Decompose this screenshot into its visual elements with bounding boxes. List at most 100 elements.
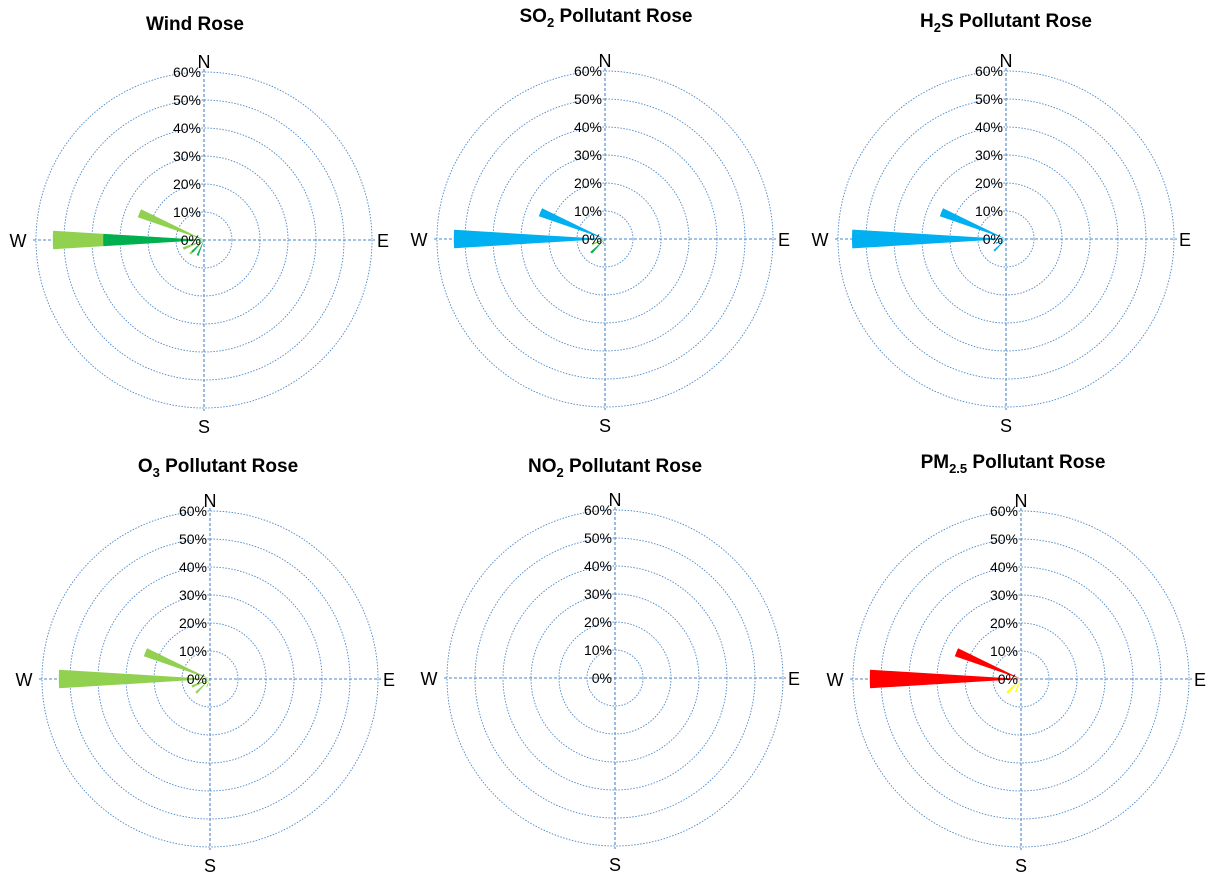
radial-tick-label: 20% xyxy=(990,615,1018,631)
rose-bar-s3-2 xyxy=(1014,679,1021,693)
radial-tick-label: 30% xyxy=(173,148,201,164)
radial-tick-label: 0% xyxy=(998,671,1018,687)
rose-chart-1: Wind Rose 0% 10% 20% 30% 40% 50% 60%N E S W xyxy=(10,14,390,437)
rose-chart-3: H2S Pollutant Rose 0% 10% 20% 30% 40% 50% 60%N E… xyxy=(812,11,1192,436)
grid-ring xyxy=(41,510,379,848)
rose-bar-s1-2 xyxy=(538,208,605,239)
chart-title-subscript: 2 xyxy=(547,15,554,30)
radial-tick-label: 40% xyxy=(179,559,207,575)
radial-tick-label: 10% xyxy=(179,643,207,659)
direction-label-n: N xyxy=(204,491,217,511)
radial-tick-label: 50% xyxy=(173,92,201,108)
radial-tick-label: 0% xyxy=(592,670,612,686)
direction-label-s: S xyxy=(204,856,216,876)
direction-label-n: N xyxy=(609,490,622,510)
direction-label-n: N xyxy=(599,51,612,71)
direction-label-w: W xyxy=(411,230,428,250)
rose-bar-s1-2 xyxy=(939,208,1006,239)
radial-tick-label: 40% xyxy=(574,119,602,135)
radial-tick-label: 30% xyxy=(584,586,612,602)
rose-bar-s1-1 xyxy=(58,669,211,689)
chart-title: H2S Pollutant Rose xyxy=(920,11,1092,35)
radial-tick-label: 50% xyxy=(574,91,602,107)
radial-tick-label: 20% xyxy=(173,176,201,192)
chart-title-subscript: 2 xyxy=(934,20,941,35)
radial-tick-label: 60% xyxy=(173,64,201,80)
chart-title: SO2 Pollutant Rose xyxy=(520,6,693,30)
radial-tick-label: 10% xyxy=(975,203,1003,219)
direction-label-s: S xyxy=(1000,416,1012,436)
direction-label-n: N xyxy=(1000,51,1013,71)
rose-bar-s2-1 xyxy=(103,233,204,247)
grid-ring xyxy=(446,509,784,847)
direction-label-n: N xyxy=(198,52,211,72)
chart-title-rest: Pollutant Rose xyxy=(160,456,298,477)
direction-label-e: E xyxy=(788,669,800,689)
radial-tick-label: 60% xyxy=(179,503,207,519)
rose-chart-4: O3 Pollutant Rose 0% 10% 20% 30% 40% 50% 60%N E S… xyxy=(16,456,396,876)
radial-tick-label: 60% xyxy=(990,503,1018,519)
rose-chart-6: PM2.5 Pollutant Rose 0% 10% 20% 30% 40% 50% 60%… xyxy=(827,452,1207,876)
chart-title-subscript: 3 xyxy=(153,465,160,480)
rose-bar-s1-2 xyxy=(954,648,1021,679)
direction-label-w: W xyxy=(16,670,33,690)
rose-bar-s1-4 xyxy=(195,679,210,694)
radial-tick-label: 0% xyxy=(187,671,207,687)
direction-label-w: W xyxy=(827,670,844,690)
chart-title-rest: Pollutant Rose xyxy=(564,456,702,477)
direction-label-w: W xyxy=(812,230,829,250)
rose-bar-s1-3 xyxy=(182,240,204,250)
radial-tick-label: 40% xyxy=(584,558,612,574)
chart-title-main: O xyxy=(138,456,153,477)
radial-tick-label: 60% xyxy=(584,502,612,518)
radial-tick-label: 0% xyxy=(181,232,201,248)
radial-tick-label: 20% xyxy=(975,175,1003,191)
chart-title-rest: S Pollutant Rose xyxy=(941,11,1092,32)
chart-title: O3 Pollutant Rose xyxy=(138,456,298,480)
radial-tick-label: 30% xyxy=(179,587,207,603)
radial-tick-label: 20% xyxy=(584,614,612,630)
rose-bar-s3-3 xyxy=(602,239,605,245)
radial-tick-label: 0% xyxy=(582,231,602,247)
direction-label-e: E xyxy=(377,231,389,251)
radial-tick-label: 50% xyxy=(584,530,612,546)
chart-title-subscript: 2 xyxy=(556,465,563,480)
radial-tick-label: 0% xyxy=(983,231,1003,247)
radial-tick-label: 30% xyxy=(574,147,602,163)
direction-label-n: N xyxy=(1015,491,1028,511)
rose-bar-s3-1 xyxy=(590,239,605,254)
chart-title-main: SO xyxy=(520,6,547,27)
rose-bar-s1-2 xyxy=(143,648,210,679)
radial-tick-label: 30% xyxy=(975,147,1003,163)
rose-bar-s1-2 xyxy=(137,209,204,240)
chart-title: NO2 Pollutant Rose xyxy=(528,456,702,480)
chart-title-rest: Pollutant Rose xyxy=(967,452,1105,473)
radial-tick-label: 10% xyxy=(574,203,602,219)
chart-title-rest: Pollutant Rose xyxy=(554,6,692,27)
chart-title: PM2.5 Pollutant Rose xyxy=(921,452,1106,476)
grid-ring xyxy=(837,70,1175,408)
rose-bar-s1-1 xyxy=(869,669,1021,689)
rose-bar-s2-2 xyxy=(196,236,204,240)
chart-title-main: PM xyxy=(921,452,950,473)
chart-title-main: Wind Rose xyxy=(146,14,244,35)
radial-tick-label: 50% xyxy=(990,531,1018,547)
radial-tick-label: 50% xyxy=(179,531,207,547)
radial-tick-label: 50% xyxy=(975,91,1003,107)
direction-label-s: S xyxy=(1015,856,1027,876)
chart-title: Wind Rose xyxy=(146,14,244,35)
direction-label-w: W xyxy=(421,669,438,689)
chart-title-main: H xyxy=(920,11,934,32)
rose-chart-5: NO2 Pollutant Rose 0% 10% 20% 30% 40% 50% 60%N E… xyxy=(421,456,801,875)
rose-chart-2: SO2 Pollutant Rose 0% 10% 20% 30% 40% 50% 60%N E… xyxy=(411,6,791,436)
direction-label-e: E xyxy=(383,670,395,690)
rose-bar-s1-3 xyxy=(993,239,1006,252)
radial-tick-label: 40% xyxy=(990,559,1018,575)
radial-tick-label: 10% xyxy=(990,643,1018,659)
grid-ring xyxy=(852,510,1190,848)
radial-tick-label: 20% xyxy=(179,615,207,631)
direction-label-e: E xyxy=(1179,230,1191,250)
radial-tick-label: 60% xyxy=(574,63,602,79)
radial-tick-label: 60% xyxy=(975,63,1003,79)
